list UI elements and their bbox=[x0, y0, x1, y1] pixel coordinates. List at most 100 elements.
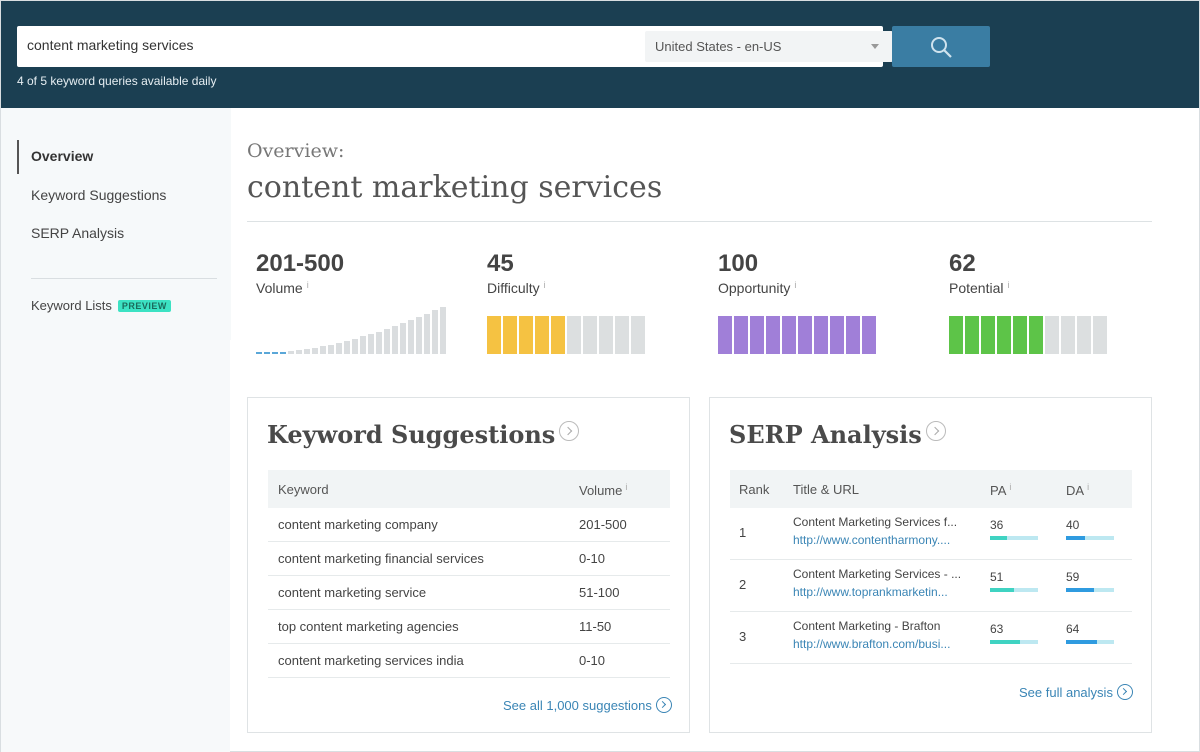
table-row[interactable]: top content marketing agencies 11-50 bbox=[268, 610, 670, 644]
volume-bar bbox=[320, 346, 326, 354]
volume-bar bbox=[328, 345, 334, 354]
column-header-volume[interactable]: Volume i bbox=[579, 482, 628, 498]
pa-value: 36 bbox=[990, 518, 1004, 532]
info-icon[interactable]: i bbox=[306, 280, 309, 290]
volume-bar bbox=[272, 352, 278, 354]
pa-bar bbox=[990, 536, 1038, 540]
table-row[interactable]: 2 Content Marketing Services - ... http:… bbox=[730, 560, 1132, 612]
result-url-link[interactable]: http://www.contentharmony.... bbox=[793, 533, 951, 547]
volume-bar bbox=[344, 341, 350, 354]
volume-cell: 201-500 bbox=[579, 517, 627, 532]
potential-meter bbox=[949, 314, 1107, 354]
chevron-right-icon bbox=[655, 697, 672, 713]
chevron-down-icon bbox=[871, 44, 879, 49]
da-bar bbox=[1066, 536, 1114, 540]
sidebar-item-keyword-suggestions[interactable]: Keyword Suggestions bbox=[31, 187, 167, 203]
table-row[interactable]: 3 Content Marketing - Brafton http://www… bbox=[730, 612, 1132, 664]
main-content: Overview: content marketing services 201… bbox=[230, 108, 1200, 752]
volume-bar bbox=[360, 336, 366, 354]
volume-cell: 0-10 bbox=[579, 551, 606, 566]
volume-bar bbox=[408, 320, 414, 354]
da-value: 64 bbox=[1066, 622, 1080, 636]
info-icon: i bbox=[1009, 482, 1012, 492]
volume-bar bbox=[400, 323, 406, 354]
pa-bar bbox=[990, 640, 1038, 644]
meter-segment bbox=[535, 316, 549, 354]
volume-label: Volume i bbox=[256, 280, 309, 296]
info-icon[interactable]: i bbox=[794, 280, 797, 290]
see-all-suggestions-link[interactable]: See all 1,000 suggestions bbox=[503, 697, 672, 713]
column-header-pa[interactable]: PA i bbox=[990, 482, 1012, 498]
card-title: Keyword Suggestions bbox=[267, 420, 580, 449]
table-row[interactable]: content marketing services india 0-10 bbox=[268, 644, 670, 678]
card-title: SERP Analysis bbox=[729, 420, 946, 449]
meter-segment bbox=[503, 316, 517, 354]
chevron-right-icon[interactable] bbox=[925, 421, 946, 441]
volume-bar bbox=[288, 351, 294, 354]
locale-value: United States - en-US bbox=[655, 39, 782, 54]
pa-bar-fill bbox=[990, 640, 1021, 644]
potential-value: 62 bbox=[949, 250, 976, 277]
active-indicator bbox=[17, 140, 19, 174]
da-value: 40 bbox=[1066, 518, 1080, 532]
rank-cell: 1 bbox=[739, 525, 747, 540]
table-row[interactable]: content marketing financial services 0-1… bbox=[268, 542, 670, 576]
table-row[interactable]: content marketing company 201-500 bbox=[268, 508, 670, 542]
meter-segment bbox=[782, 316, 796, 354]
result-url-link[interactable]: http://www.toprankmarketin... bbox=[793, 585, 948, 599]
chevron-right-icon[interactable] bbox=[559, 421, 580, 441]
volume-bar bbox=[280, 352, 286, 354]
volume-cell: 51-100 bbox=[579, 585, 620, 600]
meter-segment bbox=[1029, 316, 1043, 354]
metric-difficulty: 45 Difficulty i bbox=[487, 250, 687, 354]
column-header-keyword[interactable]: Keyword bbox=[278, 482, 329, 497]
da-value: 59 bbox=[1066, 570, 1080, 584]
volume-bar bbox=[384, 329, 390, 354]
info-icon[interactable]: i bbox=[543, 280, 546, 290]
sidebar-item-overview[interactable]: Overview bbox=[31, 148, 94, 164]
info-icon[interactable]: i bbox=[1007, 280, 1010, 290]
meter-segment bbox=[965, 316, 979, 354]
meter-segment bbox=[798, 316, 812, 354]
volume-bar bbox=[296, 350, 302, 354]
meter-segment bbox=[631, 316, 645, 354]
meter-segment bbox=[830, 316, 844, 354]
keyword-suggestions-card: Keyword Suggestions Keyword Volume i cont… bbox=[247, 397, 690, 733]
search-box[interactable]: content marketing services United States… bbox=[17, 26, 893, 67]
sidebar-item-serp-analysis[interactable]: SERP Analysis bbox=[31, 225, 125, 241]
volume-bar bbox=[312, 348, 318, 354]
serp-analysis-card: SERP Analysis Rank Title & URL PA i DA i 1… bbox=[709, 397, 1152, 733]
meter-segment bbox=[862, 316, 876, 354]
meter-segment bbox=[846, 316, 860, 354]
see-full-analysis-link[interactable]: See full analysis bbox=[1019, 684, 1133, 700]
sidebar-item-keyword-lists[interactable]: Keyword Lists PREVIEW bbox=[31, 298, 171, 313]
meter-segment bbox=[487, 316, 501, 354]
meter-segment bbox=[949, 316, 963, 354]
meter-segment bbox=[1061, 316, 1075, 354]
da-bar-fill bbox=[1066, 588, 1095, 592]
meter-segment bbox=[519, 316, 533, 354]
volume-bar bbox=[256, 352, 262, 354]
page-title: content marketing services bbox=[247, 170, 663, 205]
volume-bar bbox=[392, 326, 398, 354]
pa-bar-fill bbox=[990, 536, 1008, 540]
column-header-rank[interactable]: Rank bbox=[739, 482, 770, 497]
keyword-cell: content marketing services india bbox=[278, 653, 464, 668]
volume-cell: 11-50 bbox=[579, 619, 612, 634]
da-bar-fill bbox=[1066, 640, 1097, 644]
search-input[interactable]: content marketing services bbox=[27, 37, 194, 53]
locale-select[interactable]: United States - en-US bbox=[645, 31, 893, 62]
overview-label: Overview: bbox=[247, 140, 345, 162]
volume-bar bbox=[376, 332, 382, 354]
pa-value: 51 bbox=[990, 570, 1004, 584]
column-header-da[interactable]: DA i bbox=[1066, 482, 1090, 498]
rank-cell: 3 bbox=[739, 629, 747, 644]
table-row[interactable]: 1 Content Marketing Services f... http:/… bbox=[730, 508, 1132, 560]
column-header-title-url[interactable]: Title & URL bbox=[793, 482, 859, 497]
search-button[interactable] bbox=[892, 26, 990, 67]
meter-segment bbox=[718, 316, 732, 354]
table-row[interactable]: content marketing service 51-100 bbox=[268, 576, 670, 610]
meter-segment bbox=[1045, 316, 1059, 354]
result-url-link[interactable]: http://www.brafton.com/busi... bbox=[793, 637, 951, 651]
meter-segment bbox=[567, 316, 581, 354]
